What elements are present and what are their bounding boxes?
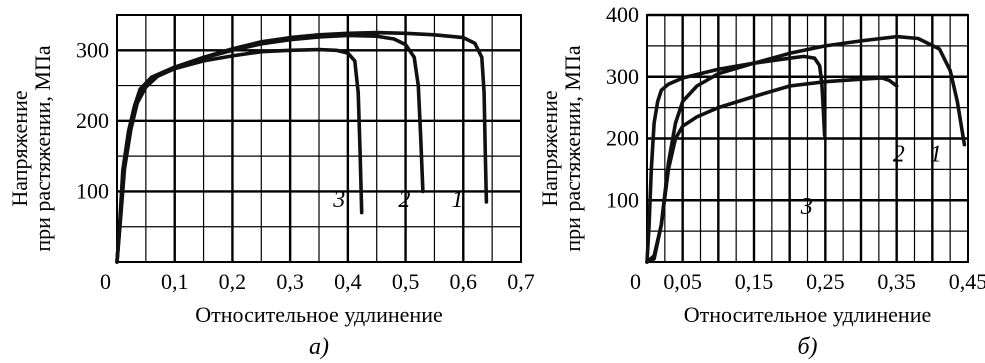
panel-b-curve-2 <box>645 76 899 264</box>
panel-a-curve-3 <box>115 47 364 264</box>
panel-a-y-tick-label: 300 <box>76 37 109 62</box>
panel-b-y-tick-label: 400 <box>606 2 639 27</box>
panel-a-x-tick-label: 0,3 <box>276 269 304 294</box>
panel-a-x-axis-title: Относительное удлинение <box>195 302 442 327</box>
panel-b-label: б) <box>797 334 817 360</box>
panel-a-x-tick-label: 0,6 <box>450 269 478 294</box>
panel-b-y-axis-title-line2: при растяжении, МПа <box>560 45 585 251</box>
panel-a-x-tick-label: 0,4 <box>334 269 362 294</box>
panel-b-y-tick-label: 100 <box>606 187 639 212</box>
panel-a-x-tick-label: 0,2 <box>219 269 247 294</box>
panel-b-y-axis-title-line1: Напряжение <box>537 90 562 206</box>
panel-a-y-axis-title-line1: Напряжение <box>7 90 32 206</box>
panel-b-x-tick-label: 0,25 <box>806 269 845 294</box>
panel-b-x-tick-label: 0,45 <box>949 269 985 294</box>
panel-b-curve-label-3: 3 <box>800 194 813 220</box>
panel-b-x-tick-label: 0,15 <box>735 269 774 294</box>
panel-b-curve-3 <box>645 54 827 264</box>
panel-b-x-tick-label: 0 <box>630 269 641 294</box>
panel-a-y-axis-title-line2: при растяжении, МПа <box>30 45 55 251</box>
panel-a-curve-label-1: 1 <box>452 187 464 213</box>
panel-b-curve-1 <box>645 34 967 264</box>
panel-a-x-tick-label: 0 <box>100 269 111 294</box>
panel-b-plot-frame <box>646 14 969 263</box>
panel-a-y-tick-label: 100 <box>76 178 109 203</box>
panel-a-x-tick-label: 0,7 <box>507 269 535 294</box>
panel-a-y-tick-label: 200 <box>76 108 109 133</box>
panel-b-curve-label-1: 1 <box>930 141 942 167</box>
panel-b-x-axis-title: Относительное удлинение <box>684 302 931 327</box>
panel-b-y-tick-label: 300 <box>606 64 639 89</box>
panel-a-x-tick-label: 0,5 <box>392 269 420 294</box>
panel-a-x-tick-label: 0,1 <box>161 269 189 294</box>
panel-a-curve-label-3: 3 <box>332 187 345 213</box>
panel-b-y-tick-label: 200 <box>606 126 639 151</box>
panel-b-x-tick-label: 0,35 <box>877 269 916 294</box>
panel-b-curve-label-2: 2 <box>893 141 905 167</box>
panel-a-curve-label-2: 2 <box>398 187 410 213</box>
panel-a-label: а) <box>309 334 329 360</box>
panel-b-x-tick-label: 0,05 <box>663 269 702 294</box>
panel-a-plot-frame <box>116 14 522 263</box>
